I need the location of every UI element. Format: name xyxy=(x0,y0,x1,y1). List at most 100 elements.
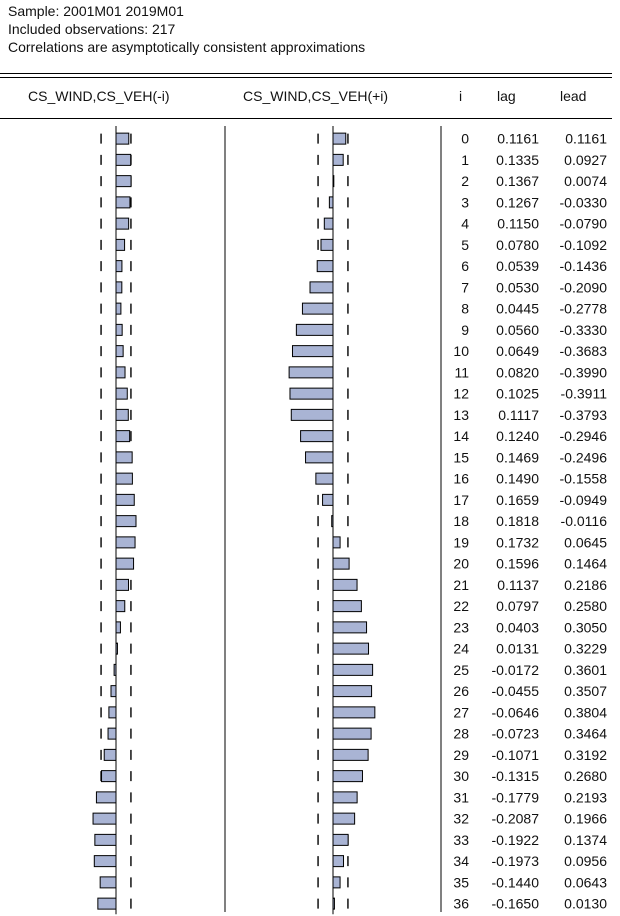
lag-bar xyxy=(115,345,124,358)
lag-column-header: lag xyxy=(497,88,516,104)
lead-panel-header: CS_WIND,CS_VEH(+i) xyxy=(243,88,389,104)
lag-index: 33 xyxy=(453,832,469,848)
lead-bar xyxy=(331,515,334,528)
top-rule-double xyxy=(0,77,612,78)
lead-value: 0.1966 xyxy=(564,811,607,827)
lead-value: -0.0330 xyxy=(560,194,608,210)
note-text: Correlations are asymptotically consiste… xyxy=(8,39,366,55)
sample-text: Sample: 2001M01 2019M01 xyxy=(8,3,184,19)
lead-bar xyxy=(332,812,356,825)
lag-index: 34 xyxy=(453,853,469,869)
lead-value: -0.2778 xyxy=(560,301,608,317)
lag-bar xyxy=(115,557,135,570)
lead-value: -0.2090 xyxy=(560,279,608,295)
lag-bar xyxy=(115,175,132,188)
lag-bar xyxy=(92,812,117,825)
lag-bar xyxy=(108,706,117,719)
lag-index: 35 xyxy=(453,874,469,890)
lead-bar xyxy=(315,472,334,485)
lag-bar xyxy=(115,578,130,591)
lag-value: -0.0455 xyxy=(492,683,540,699)
lag-index: 18 xyxy=(453,513,469,529)
lead-bar xyxy=(320,238,334,251)
lag-index: 9 xyxy=(461,322,469,338)
lead-bar xyxy=(328,196,334,209)
lead-value: -0.0116 xyxy=(561,513,608,529)
lag-value: -0.1922 xyxy=(492,832,540,848)
lead-value: -0.3793 xyxy=(560,407,608,423)
lag-bar xyxy=(115,217,130,230)
lead-value: 0.0956 xyxy=(564,853,607,869)
lag-value: 0.1818 xyxy=(496,513,539,529)
lag-value: 0.1659 xyxy=(496,492,539,508)
lag-index: 20 xyxy=(453,556,469,572)
lead-value: -0.1558 xyxy=(560,471,608,487)
lag-value: -0.1650 xyxy=(492,896,540,912)
lag-index: 32 xyxy=(453,811,469,827)
lead-bar xyxy=(332,578,358,591)
lead-value: -0.0790 xyxy=(560,216,608,232)
lag-value: 0.0445 xyxy=(496,301,539,317)
lag-bar xyxy=(115,515,137,528)
lead-value: 0.3229 xyxy=(564,641,607,657)
lag-value: 0.1732 xyxy=(496,534,539,550)
lead-value: 0.1374 xyxy=(564,832,607,848)
lag-value: -0.1315 xyxy=(492,768,540,784)
lag-bar xyxy=(93,855,117,868)
lag-value: -0.1440 xyxy=(492,874,540,890)
lag-index: 10 xyxy=(453,343,469,359)
lag-value: 0.1137 xyxy=(497,577,539,593)
lag-bar xyxy=(115,132,130,145)
lag-value: 0.1161 xyxy=(497,131,539,147)
lead-value: 0.2186 xyxy=(564,577,607,593)
lag-bar xyxy=(115,281,123,294)
lead-value: -0.0949 xyxy=(560,492,608,508)
lead-value: 0.3464 xyxy=(564,726,607,742)
lag-bar xyxy=(115,451,133,464)
lag-index: 22 xyxy=(453,598,469,614)
lead-bar xyxy=(301,302,334,315)
lag-panel-header: CS_WIND,CS_VEH(-i) xyxy=(28,88,170,104)
lead-bar xyxy=(332,748,369,761)
lead-bar xyxy=(332,663,374,676)
lag-bar xyxy=(94,833,117,846)
observations-text: Included observations: 217 xyxy=(8,21,176,37)
lead-bar xyxy=(309,281,334,294)
lead-bar xyxy=(332,557,350,570)
lead-value: 0.3507 xyxy=(564,683,607,699)
lead-value: -0.1092 xyxy=(560,237,608,253)
lead-bar xyxy=(332,600,362,613)
lag-bar xyxy=(115,153,132,166)
lag-bar xyxy=(115,536,136,549)
lead-value: 0.3601 xyxy=(564,662,607,678)
lag-value: 0.1469 xyxy=(496,449,539,465)
lag-value: 0.0131 xyxy=(496,641,539,657)
lead-bar xyxy=(332,153,344,166)
lag-value: 0.0530 xyxy=(496,279,539,295)
lead-bar xyxy=(316,260,334,273)
lag-bar xyxy=(103,748,117,761)
lag-bar xyxy=(115,493,135,506)
lag-bar xyxy=(115,260,123,273)
lead-panel xyxy=(288,126,376,915)
lag-index: 31 xyxy=(453,789,469,805)
lead-bar xyxy=(332,876,341,889)
lead-bar xyxy=(332,833,349,846)
lag-index: 4 xyxy=(461,216,469,232)
lead-bar xyxy=(323,217,334,230)
lead-bar xyxy=(332,791,358,804)
lag-index: 0 xyxy=(461,131,469,147)
lead-bar xyxy=(305,451,334,464)
lag-index: 21 xyxy=(453,577,469,593)
lead-bar xyxy=(300,430,334,443)
lag-bar xyxy=(115,366,126,379)
lag-value: 0.1490 xyxy=(496,471,539,487)
lag-value: 0.1150 xyxy=(497,216,539,232)
lead-value: 0.1464 xyxy=(564,556,607,572)
lag-value: 0.1025 xyxy=(496,386,539,402)
lag-bar xyxy=(99,876,117,889)
lead-bar xyxy=(290,408,334,421)
lead-value: 0.3192 xyxy=(564,747,607,763)
lag-index: 19 xyxy=(453,534,469,550)
lead-value: 0.0130 xyxy=(564,896,607,912)
